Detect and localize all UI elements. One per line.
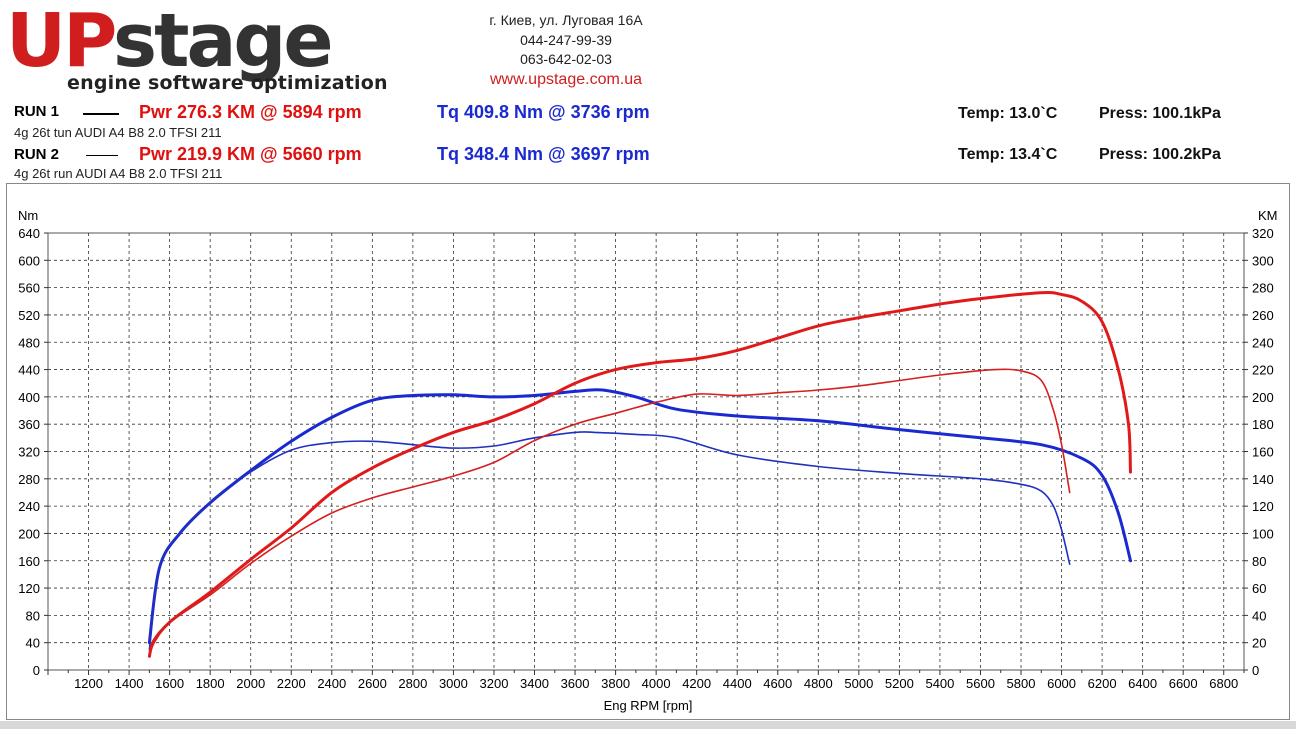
run1-label: RUN 1 (14, 103, 60, 120)
y-axis-label-left: Nm (18, 208, 38, 223)
x-tick-label: 6800 (1209, 676, 1238, 691)
contact-website[interactable]: www.upstage.com.ua (489, 71, 643, 88)
x-tick-label: 5800 (1007, 676, 1036, 691)
series-run2-torque-line (148, 431, 1071, 651)
chart-series (147, 290, 1132, 658)
y-right-tick-label: 260 (1252, 308, 1274, 323)
logo: UPstage (6, 2, 334, 80)
y-left-tick-label: 40 (26, 636, 40, 651)
y-right-tick-label: 0 (1252, 663, 1259, 678)
logo-tagline: engine software optimization (67, 72, 388, 94)
y-right-tick-label: 40 (1252, 608, 1266, 623)
y-right-tick-label: 100 (1252, 526, 1274, 541)
y-right-tick-label: 60 (1252, 581, 1266, 596)
series-run1-torque-line (147, 388, 1132, 645)
run1-power: Pwr 276.3 KM @ 5894 rpm (139, 102, 362, 122)
chart-ticks: 1200 1400 1600 1800 2000 2200 2400 2600 2800 3000… (18, 226, 1273, 691)
y-right-tick-label: 280 (1252, 281, 1274, 296)
x-tick-label: 4200 (682, 676, 711, 691)
chart-grid (47, 232, 1245, 671)
x-tick-label: 5000 (844, 676, 873, 691)
y-left-tick-label: 640 (18, 226, 40, 241)
run1-line-swatch (83, 113, 119, 115)
x-tick-label: 3600 (561, 676, 590, 691)
x-tick-label: 2600 (358, 676, 387, 691)
y-left-tick-label: 280 (18, 472, 40, 487)
y-right-tick-label: 80 (1252, 554, 1266, 569)
y-right-tick-label: 320 (1252, 226, 1274, 241)
y-left-tick-label: 520 (18, 308, 40, 323)
y-left-tick-label: 480 (18, 335, 40, 350)
x-tick-label: 5200 (885, 676, 914, 691)
x-tick-label: 2800 (398, 676, 427, 691)
x-tick-label: 1800 (196, 676, 225, 691)
y-left-tick-label: 360 (18, 417, 40, 432)
run1-torque: Tq 409.8 Nm @ 3736 rpm (437, 102, 650, 122)
series-run2-power-line (148, 368, 1071, 655)
y-right-tick-label: 300 (1252, 253, 1274, 268)
chart-frame (6, 183, 1290, 720)
y-right-tick-label: 180 (1252, 417, 1274, 432)
y-left-tick-label: 0 (33, 663, 40, 678)
x-tick-label: 1400 (115, 676, 144, 691)
y-left-tick-label: 600 (18, 253, 40, 268)
x-tick-label: 5400 (925, 676, 954, 691)
contact-phone-2: 063-642-02-03 (520, 51, 612, 67)
x-tick-label: 1200 (74, 676, 103, 691)
logo-up: UP (6, 0, 116, 84)
y-left-tick-label: 320 (18, 445, 40, 460)
y-right-tick-label: 240 (1252, 335, 1274, 350)
x-tick-label: 4600 (763, 676, 792, 691)
logo-stage: stage (113, 0, 334, 84)
run1-temp: Temp: 13.0`C (958, 105, 1058, 122)
x-tick-label: 2000 (236, 676, 265, 691)
y-left-tick-label: 120 (18, 581, 40, 596)
x-tick-label: 5600 (966, 676, 995, 691)
y-left-tick-label: 160 (18, 554, 40, 569)
x-tick-label: 6000 (1047, 676, 1076, 691)
y-right-tick-label: 220 (1252, 363, 1274, 378)
x-tick-label: 4400 (723, 676, 752, 691)
x-tick-label: 2200 (277, 676, 306, 691)
run2-torque: Tq 348.4 Nm @ 3697 rpm (437, 144, 650, 164)
y-right-tick-label: 200 (1252, 390, 1274, 405)
y-left-tick-label: 80 (26, 608, 40, 623)
x-tick-label: 6600 (1169, 676, 1198, 691)
contact-address: г. Киев, ул. Луговая 16А (489, 12, 643, 28)
x-tick-label: 3800 (601, 676, 630, 691)
y-left-tick-label: 440 (18, 363, 40, 378)
x-tick-label: 3400 (520, 676, 549, 691)
x-tick-label: 6200 (1088, 676, 1117, 691)
y-right-tick-label: 20 (1252, 636, 1266, 651)
x-tick-label: 3000 (439, 676, 468, 691)
x-axis-label: Eng RPM [rpm] (604, 698, 693, 713)
series-run1-power-line (147, 290, 1132, 658)
bottom-bar (0, 721, 1296, 729)
run2-press: Press: 100.2kPa (1099, 146, 1221, 163)
run1-car: 4g 26t tun AUDI A4 B8 2.0 TFSI 211 (14, 125, 222, 140)
y-right-tick-label: 160 (1252, 445, 1274, 460)
x-tick-label: 4000 (642, 676, 671, 691)
y-left-tick-label: 560 (18, 281, 40, 296)
contact-phone-1: 044-247-99-39 (520, 32, 612, 48)
run2-label: RUN 2 (14, 146, 60, 163)
run2-power: Pwr 219.9 KM @ 5660 rpm (139, 144, 362, 164)
x-tick-label: 1600 (155, 676, 184, 691)
y-axis-label-right: KM (1258, 208, 1278, 223)
y-right-tick-label: 120 (1252, 499, 1274, 514)
y-left-tick-label: 200 (18, 526, 40, 541)
x-tick-label: 3200 (480, 676, 509, 691)
run2-line-swatch (86, 155, 118, 156)
x-tick-label: 2400 (317, 676, 346, 691)
run2-temp: Temp: 13.4`C (958, 146, 1058, 163)
run2-car: 4g 26t run AUDI A4 B8 2.0 TFSI 211 (14, 166, 223, 181)
x-tick-label: 6400 (1128, 676, 1157, 691)
y-left-tick-label: 240 (18, 499, 40, 514)
x-tick-label: 4800 (804, 676, 833, 691)
y-right-tick-label: 140 (1252, 472, 1274, 487)
run1-press: Press: 100.1kPa (1099, 105, 1221, 122)
y-left-tick-label: 400 (18, 390, 40, 405)
